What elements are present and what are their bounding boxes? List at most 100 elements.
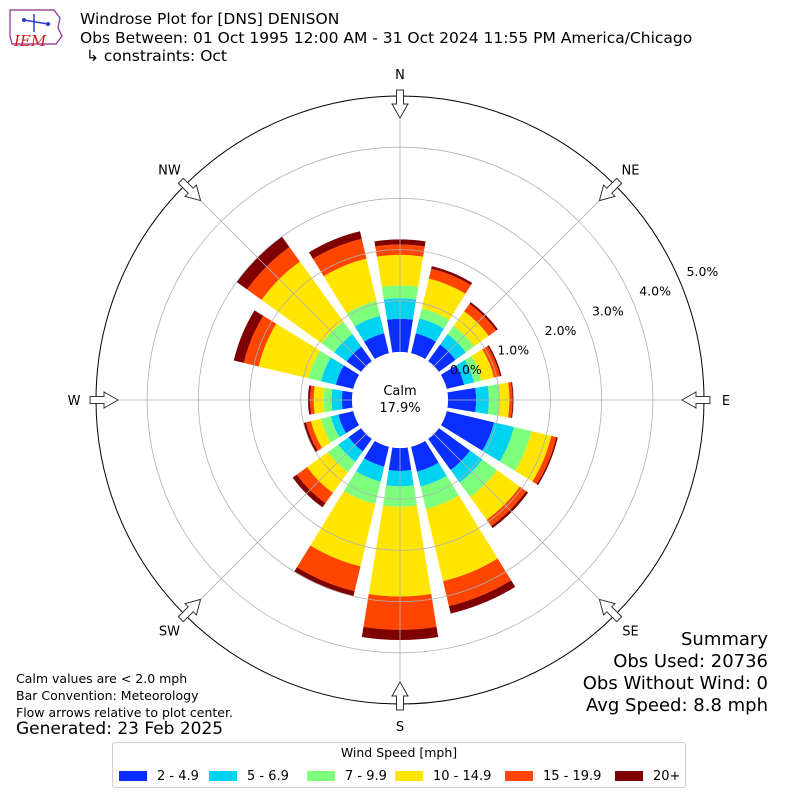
legend-swatch	[615, 771, 643, 781]
flow-arrow-icon	[177, 177, 202, 202]
bar-segment	[440, 365, 465, 389]
radial-tick-label: 2.0%	[545, 323, 577, 338]
bar-segment	[233, 310, 264, 363]
bar-segment	[420, 475, 459, 509]
direction-label: S	[396, 720, 404, 735]
arrows-note: Flow arrows relative to plot center.	[16, 705, 233, 720]
bar-segment	[310, 490, 376, 567]
bar-segment	[421, 278, 466, 320]
legend-label: 10 - 14.9	[433, 768, 492, 784]
bar-segment	[330, 414, 347, 438]
bar-segment	[343, 471, 381, 504]
bar-segment	[499, 427, 532, 471]
flow-arrow-icon	[177, 598, 202, 623]
legend-item: 5 - 6.9	[209, 768, 289, 784]
legend-swatch	[209, 771, 237, 781]
bar-segment	[514, 431, 552, 482]
iem-logo-icon: IEM	[9, 9, 63, 50]
bar-segment	[416, 462, 447, 487]
bar-segment	[431, 266, 473, 286]
radial-tick-label: 3.0%	[592, 303, 624, 318]
bar-segment	[532, 435, 557, 485]
direction-label: N	[395, 68, 405, 83]
bar-segment	[346, 300, 381, 327]
summary-obs-used: Obs Used: 20736	[613, 651, 768, 672]
bar-segment	[419, 308, 450, 329]
legend-item: 7 - 9.9	[307, 768, 387, 784]
bar-segment	[354, 315, 385, 342]
radial-tick-label: 4.0%	[639, 284, 671, 299]
bar-segment	[335, 365, 360, 389]
legend-label: 5 - 6.9	[247, 768, 289, 784]
legend-item: 20+	[615, 768, 681, 784]
direction-label: SE	[622, 625, 638, 640]
bar-segment	[294, 567, 355, 597]
bar-segment	[364, 440, 389, 467]
bar-segment	[320, 416, 340, 443]
legend-item: 15 - 19.9	[505, 768, 602, 784]
chart-period: Obs Between: 01 Oct 1995 12:00 AM - 31 O…	[80, 29, 693, 47]
convention-note: Bar Convention: Meteorology	[16, 688, 199, 703]
chart-title: Windrose Plot for [DNS] DENISON	[80, 10, 340, 28]
legend-label: 20+	[653, 768, 681, 784]
bar-segment	[364, 333, 389, 360]
radial-tick-label: 1.0%	[497, 343, 529, 358]
legend-label: 15 - 19.9	[543, 768, 602, 784]
legend-swatch	[505, 771, 533, 781]
bar-segment	[356, 458, 385, 482]
bar-segment	[303, 422, 318, 453]
calm-note: Calm values are < 2.0 mph	[16, 671, 188, 686]
bar-segment	[464, 356, 482, 383]
bar-segment	[443, 558, 512, 607]
radial-tick-label: 5.0%	[687, 264, 719, 279]
legend-swatch	[307, 771, 335, 781]
bar-segment	[296, 545, 361, 592]
direction-label: NW	[158, 163, 181, 178]
bar-segment	[511, 381, 514, 419]
bar-segment	[536, 437, 558, 486]
bar-segment	[308, 350, 331, 382]
direction-label: SW	[159, 625, 180, 640]
generated-date: Generated: 23 Feb 2025	[16, 719, 224, 739]
flow-arrow-icon	[598, 598, 623, 623]
summary-title: Summary	[681, 629, 768, 650]
bar-segment	[482, 346, 501, 378]
logo-text: IEM	[13, 32, 47, 50]
bar-segment	[310, 418, 331, 449]
grid-spoke	[184, 433, 367, 616]
legend-title: Wind Speed [mph]	[340, 745, 458, 760]
bar-segment	[258, 323, 320, 379]
legend-label: 2 - 4.9	[157, 768, 199, 784]
bar-segment	[469, 302, 498, 331]
summary-obs-without-wind: Obs Without Wind: 0	[582, 673, 768, 694]
bar-segment	[411, 440, 439, 472]
direction-label: NE	[622, 163, 640, 178]
flow-arrow-icon	[598, 177, 623, 202]
legend-swatch	[395, 771, 423, 781]
bar-segment	[323, 258, 377, 314]
calm-center	[352, 352, 448, 448]
flow-arrow-icon	[391, 89, 409, 120]
direction-label: E	[722, 394, 730, 409]
bar-segment	[425, 495, 498, 582]
grid-spoke	[433, 184, 616, 367]
bar-segment	[243, 315, 277, 367]
bar-segment	[308, 231, 362, 259]
legend-swatch	[119, 771, 147, 781]
flow-arrow-icon	[680, 391, 711, 409]
grid-spoke	[433, 433, 616, 616]
bar-segment	[415, 318, 444, 342]
chart-constraints: ↳ constraints: Oct	[86, 47, 227, 65]
bar-segment	[456, 360, 475, 385]
flow-arrow-icon	[391, 680, 409, 711]
bar-segment	[320, 357, 344, 385]
grid-spoke	[184, 184, 367, 367]
calm-value: 17.9%	[379, 401, 420, 416]
radial-tick-label: 0.0%	[450, 362, 482, 377]
legend-item: 2 - 4.9	[119, 768, 199, 784]
legend-item: 10 - 14.9	[395, 768, 492, 784]
bar-segment	[313, 238, 367, 277]
legend-label: 7 - 9.9	[345, 768, 387, 784]
bar-segment	[428, 268, 471, 294]
